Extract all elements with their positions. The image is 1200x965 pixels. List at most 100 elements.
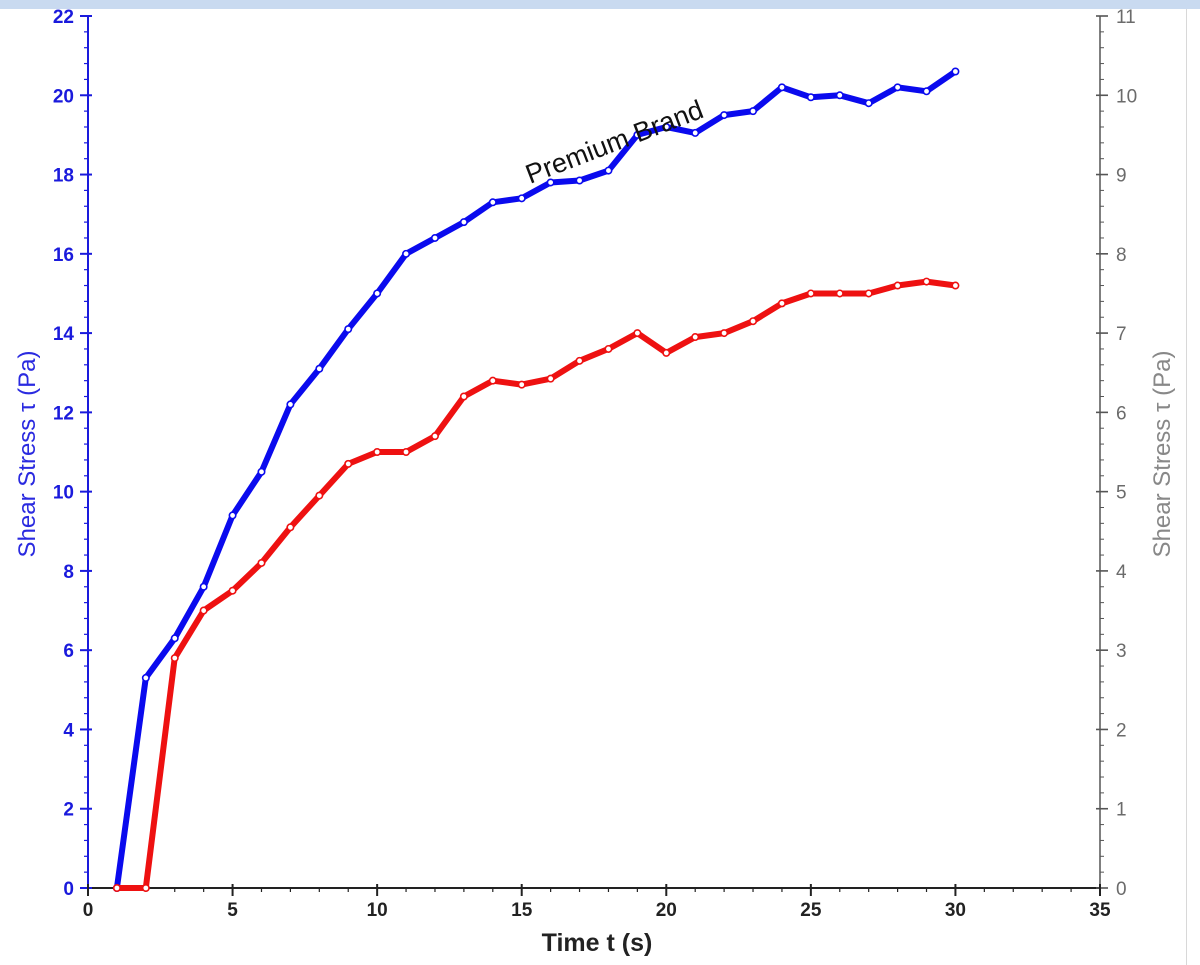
series-1-point	[286, 400, 295, 409]
series-1-point	[344, 325, 353, 334]
series-2-point	[315, 491, 324, 500]
right-y-tick-label: 10	[1116, 86, 1137, 107]
x-tick-label: 30	[945, 900, 966, 921]
series-1-line	[113, 68, 959, 891]
left-y-tick-label: 8	[63, 562, 74, 583]
series-2-point	[430, 432, 439, 441]
series-1-point	[199, 582, 208, 591]
series-2-point	[488, 376, 497, 385]
premium-brand-annotation: Premium Brand	[521, 94, 707, 189]
left-y-axis-label: Shear Stress τ (Pa)	[14, 351, 41, 558]
series-2-point	[402, 447, 411, 456]
series-1-point	[430, 233, 439, 242]
series-1-point	[575, 176, 584, 185]
x-tick-label: 10	[367, 900, 388, 921]
left-y-tick-label: 18	[53, 166, 74, 187]
series-layer	[112, 67, 960, 892]
right-y-tick-label: 5	[1116, 483, 1127, 504]
right-y-tick-label: 2	[1116, 720, 1127, 741]
right-y-tick-label: 4	[1116, 562, 1127, 583]
series-2-point	[691, 333, 700, 342]
window-top-strip	[0, 0, 1200, 9]
right-y-tick-label: 6	[1116, 403, 1127, 424]
left-y-tick-label: 0	[63, 879, 74, 900]
series-2-point	[546, 374, 555, 383]
left-y-tick-label: 2	[63, 800, 74, 821]
series-2-point	[720, 329, 729, 338]
series-1-point	[691, 128, 700, 137]
series-1-point	[777, 83, 786, 92]
series-1-point	[315, 364, 324, 373]
series-2-point	[575, 356, 584, 365]
series-2-point	[835, 289, 844, 298]
series-1-point	[835, 91, 844, 100]
x-tick-label: 5	[227, 900, 238, 921]
x-tick-label: 35	[1089, 900, 1111, 921]
series-2-point	[286, 523, 295, 532]
series-2-point	[170, 654, 179, 663]
series-2-point	[749, 317, 758, 326]
left-y-tick-label: 14	[53, 324, 75, 345]
series-1-point	[141, 673, 150, 682]
series-1-point	[170, 634, 179, 643]
left-y-tick-label: 6	[63, 641, 74, 662]
series-1-point	[488, 198, 497, 207]
series-1-point	[546, 178, 555, 187]
right-y-tick-label: 1	[1116, 800, 1127, 821]
series-1-point	[459, 218, 468, 227]
window-right-strip	[1186, 9, 1200, 965]
right-y-tick-label: 0	[1116, 879, 1127, 900]
series-1-point	[517, 194, 526, 203]
series-1-point	[864, 99, 873, 108]
series-2-point	[604, 344, 613, 353]
series-2-point	[662, 348, 671, 357]
right-y-tick-label: 7	[1116, 324, 1127, 345]
series-1-point	[662, 122, 671, 131]
series-2-point	[344, 459, 353, 468]
right-y-axis-label: Shear Stress τ (Pa)	[1149, 351, 1176, 558]
series-2-point	[922, 277, 931, 286]
series-1-point	[228, 511, 237, 520]
x-tick-label: 0	[83, 900, 94, 921]
x-tick-label: 20	[656, 900, 677, 921]
series-2-point	[112, 883, 121, 892]
series-2-point	[141, 883, 150, 892]
chart-panel: 0 2 4 6 8 10 12 14 16 18 20 22 0 1 2 3 4 5 6 7 8 9 10 11 0 5 10 15 2…	[0, 9, 1186, 965]
series-2-point	[806, 289, 815, 298]
left-y-tick-label: 10	[53, 483, 74, 504]
series-1-point	[893, 83, 902, 92]
series-1-point	[604, 166, 613, 175]
left-y-tick-label: 16	[53, 245, 74, 266]
series-1-point	[720, 111, 729, 120]
series-1-point	[922, 87, 931, 96]
series-2-point	[633, 329, 642, 338]
left-y-tick-label: 22	[53, 9, 74, 28]
right-y-tick-label: 9	[1116, 166, 1127, 187]
right-y-tick-label: 8	[1116, 245, 1127, 266]
series-2-line	[113, 278, 959, 891]
x-tick-label: 15	[511, 900, 533, 921]
series-2-point	[228, 586, 237, 595]
series-1-point	[806, 93, 815, 102]
series-1-point	[951, 67, 960, 76]
series-2-point	[199, 606, 208, 615]
x-tick-label: 25	[800, 900, 822, 921]
series-2-point	[951, 281, 960, 290]
series-1-point	[373, 289, 382, 298]
series-1-point	[749, 107, 758, 116]
series-2-point	[893, 281, 902, 290]
series-2-point	[777, 299, 786, 308]
left-y-tick-label: 12	[53, 403, 74, 424]
series-2-point	[517, 380, 526, 389]
series-1-point	[633, 130, 642, 139]
series-2-point	[257, 558, 266, 567]
left-y-tick-label: 20	[53, 86, 74, 107]
series-2-point	[864, 289, 873, 298]
series-2-point	[373, 447, 382, 456]
x-axis-label: Time t (s)	[542, 929, 653, 957]
series-1-point	[402, 249, 411, 258]
series-1-point	[257, 467, 266, 476]
right-y-tick-label: 3	[1116, 641, 1127, 662]
series-2-point	[459, 392, 468, 401]
